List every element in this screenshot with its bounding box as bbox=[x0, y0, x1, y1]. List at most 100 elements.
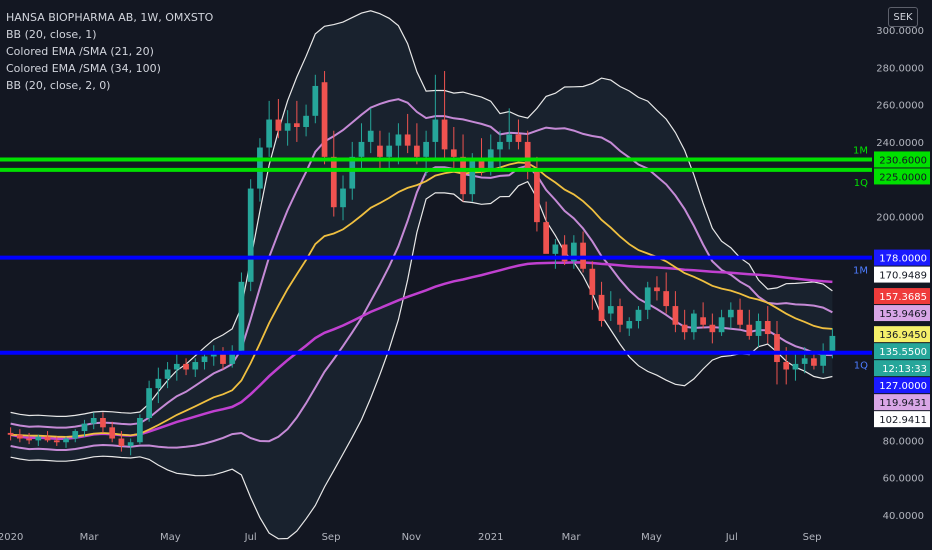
candle-body bbox=[229, 350, 236, 364]
y-tick-label: 240.0000 bbox=[876, 138, 924, 149]
candle-body bbox=[404, 134, 411, 146]
candle bbox=[90, 412, 97, 430]
x-tick-label: May bbox=[160, 532, 181, 543]
candle bbox=[644, 281, 651, 320]
candle-body bbox=[607, 306, 614, 314]
price-tag: 12:13:33 bbox=[874, 360, 930, 377]
candle bbox=[284, 110, 291, 146]
candle bbox=[247, 179, 254, 292]
candle bbox=[155, 367, 162, 404]
price-tag: 136.9450 bbox=[874, 326, 930, 343]
price-tag-text: 230.6000 bbox=[879, 155, 927, 166]
indicator-bb-2[interactable]: BB (20, close, 2, 0) bbox=[6, 79, 111, 92]
symbol-title[interactable]: HANSA BIOPHARMA AB, 1W, OMXSTO bbox=[6, 11, 214, 24]
x-tick-label: Mar bbox=[562, 532, 582, 543]
price-tag-bg bbox=[874, 394, 930, 411]
candle bbox=[755, 313, 762, 348]
candle-body bbox=[681, 324, 688, 333]
price-tag: 102.9411 bbox=[874, 411, 930, 428]
y-tick-label: 260.0000 bbox=[876, 101, 924, 112]
x-tick-label: Mar bbox=[80, 532, 100, 543]
indicator-ema-21[interactable]: Colored EMA /SMA (21, 20) bbox=[6, 45, 154, 58]
candle bbox=[404, 113, 411, 154]
candle-body bbox=[691, 313, 697, 333]
price-tag-text: 136.9450 bbox=[879, 330, 927, 341]
candle-body bbox=[303, 115, 309, 127]
candle-body bbox=[561, 244, 568, 262]
candle bbox=[681, 309, 688, 340]
candle-body bbox=[423, 141, 429, 157]
candle-body bbox=[755, 321, 762, 336]
ema-34-line bbox=[10, 261, 833, 441]
candle bbox=[607, 291, 614, 321]
y-tick-label: 200.0000 bbox=[876, 213, 924, 224]
candle-body bbox=[293, 123, 300, 127]
horizontal-levels: 1M 1Q 1M 1Q bbox=[0, 145, 872, 372]
candle bbox=[109, 421, 116, 443]
candle-body bbox=[35, 436, 42, 441]
candle bbox=[727, 302, 734, 329]
x-tick-label: Sep bbox=[803, 532, 822, 543]
candle-body bbox=[783, 362, 790, 370]
candle-body bbox=[663, 291, 670, 307]
candle bbox=[7, 427, 14, 441]
price-tag: 170.9489 bbox=[874, 266, 930, 283]
candle-body bbox=[146, 388, 152, 418]
candle bbox=[561, 235, 568, 266]
candle-body bbox=[330, 156, 337, 208]
candle bbox=[192, 358, 199, 377]
candle bbox=[53, 436, 60, 446]
candle bbox=[515, 119, 522, 150]
price-tag-text: 225.0000 bbox=[879, 172, 927, 183]
candle bbox=[626, 317, 633, 336]
price-tag-text: 102.9411 bbox=[879, 415, 927, 426]
indicator-bb-1[interactable]: BB (20, close, 1) bbox=[6, 28, 97, 41]
candle bbox=[321, 71, 328, 165]
candle-body bbox=[515, 134, 522, 142]
candles bbox=[7, 71, 836, 456]
currency-button[interactable]: SEK bbox=[888, 7, 918, 27]
candle-body bbox=[109, 427, 116, 439]
candle-body bbox=[414, 145, 420, 157]
price-tag-text: 12:13:33 bbox=[882, 364, 927, 375]
candle bbox=[792, 354, 799, 381]
candle bbox=[63, 436, 69, 448]
candle-body bbox=[118, 438, 125, 446]
candle bbox=[367, 108, 374, 154]
candle-body bbox=[718, 317, 725, 333]
price-tag-text: 178.0000 bbox=[879, 254, 927, 265]
candle-body bbox=[16, 434, 23, 439]
candle bbox=[820, 343, 827, 374]
price-tag-text: 127.0000 bbox=[879, 381, 927, 392]
candle bbox=[764, 306, 771, 344]
candle-body bbox=[275, 119, 282, 131]
price-tag: 225.0000 bbox=[874, 168, 930, 185]
candle-body bbox=[589, 268, 596, 295]
candle-body bbox=[552, 244, 559, 254]
candle bbox=[312, 74, 319, 124]
price-tag: 230.6000 bbox=[874, 151, 930, 168]
price-tag-bg bbox=[874, 360, 930, 377]
price-tags: 230.6000 225.0000 178.0000 170.9489 157.3685… bbox=[874, 151, 930, 428]
candle bbox=[293, 100, 300, 142]
y-tick-label: 40.0000 bbox=[883, 511, 924, 522]
indicator-ema-34[interactable]: Colored EMA /SMA (34, 100) bbox=[6, 62, 161, 75]
candle bbox=[238, 272, 245, 355]
price-tag-text: 170.9489 bbox=[879, 271, 927, 282]
candle-body bbox=[100, 418, 106, 428]
price-tag-bg bbox=[874, 266, 930, 283]
candle-body bbox=[709, 324, 716, 333]
candle-body bbox=[737, 309, 743, 325]
x-tick-label: Nov bbox=[402, 532, 422, 543]
candle bbox=[663, 272, 670, 314]
candle bbox=[275, 99, 282, 139]
candle bbox=[506, 108, 513, 150]
candle bbox=[164, 362, 171, 389]
candle bbox=[173, 354, 180, 381]
candle-body bbox=[164, 369, 171, 379]
candle bbox=[303, 104, 309, 137]
candle-body bbox=[764, 321, 771, 335]
bb1-upper-line bbox=[10, 98, 833, 429]
candle bbox=[432, 74, 439, 161]
